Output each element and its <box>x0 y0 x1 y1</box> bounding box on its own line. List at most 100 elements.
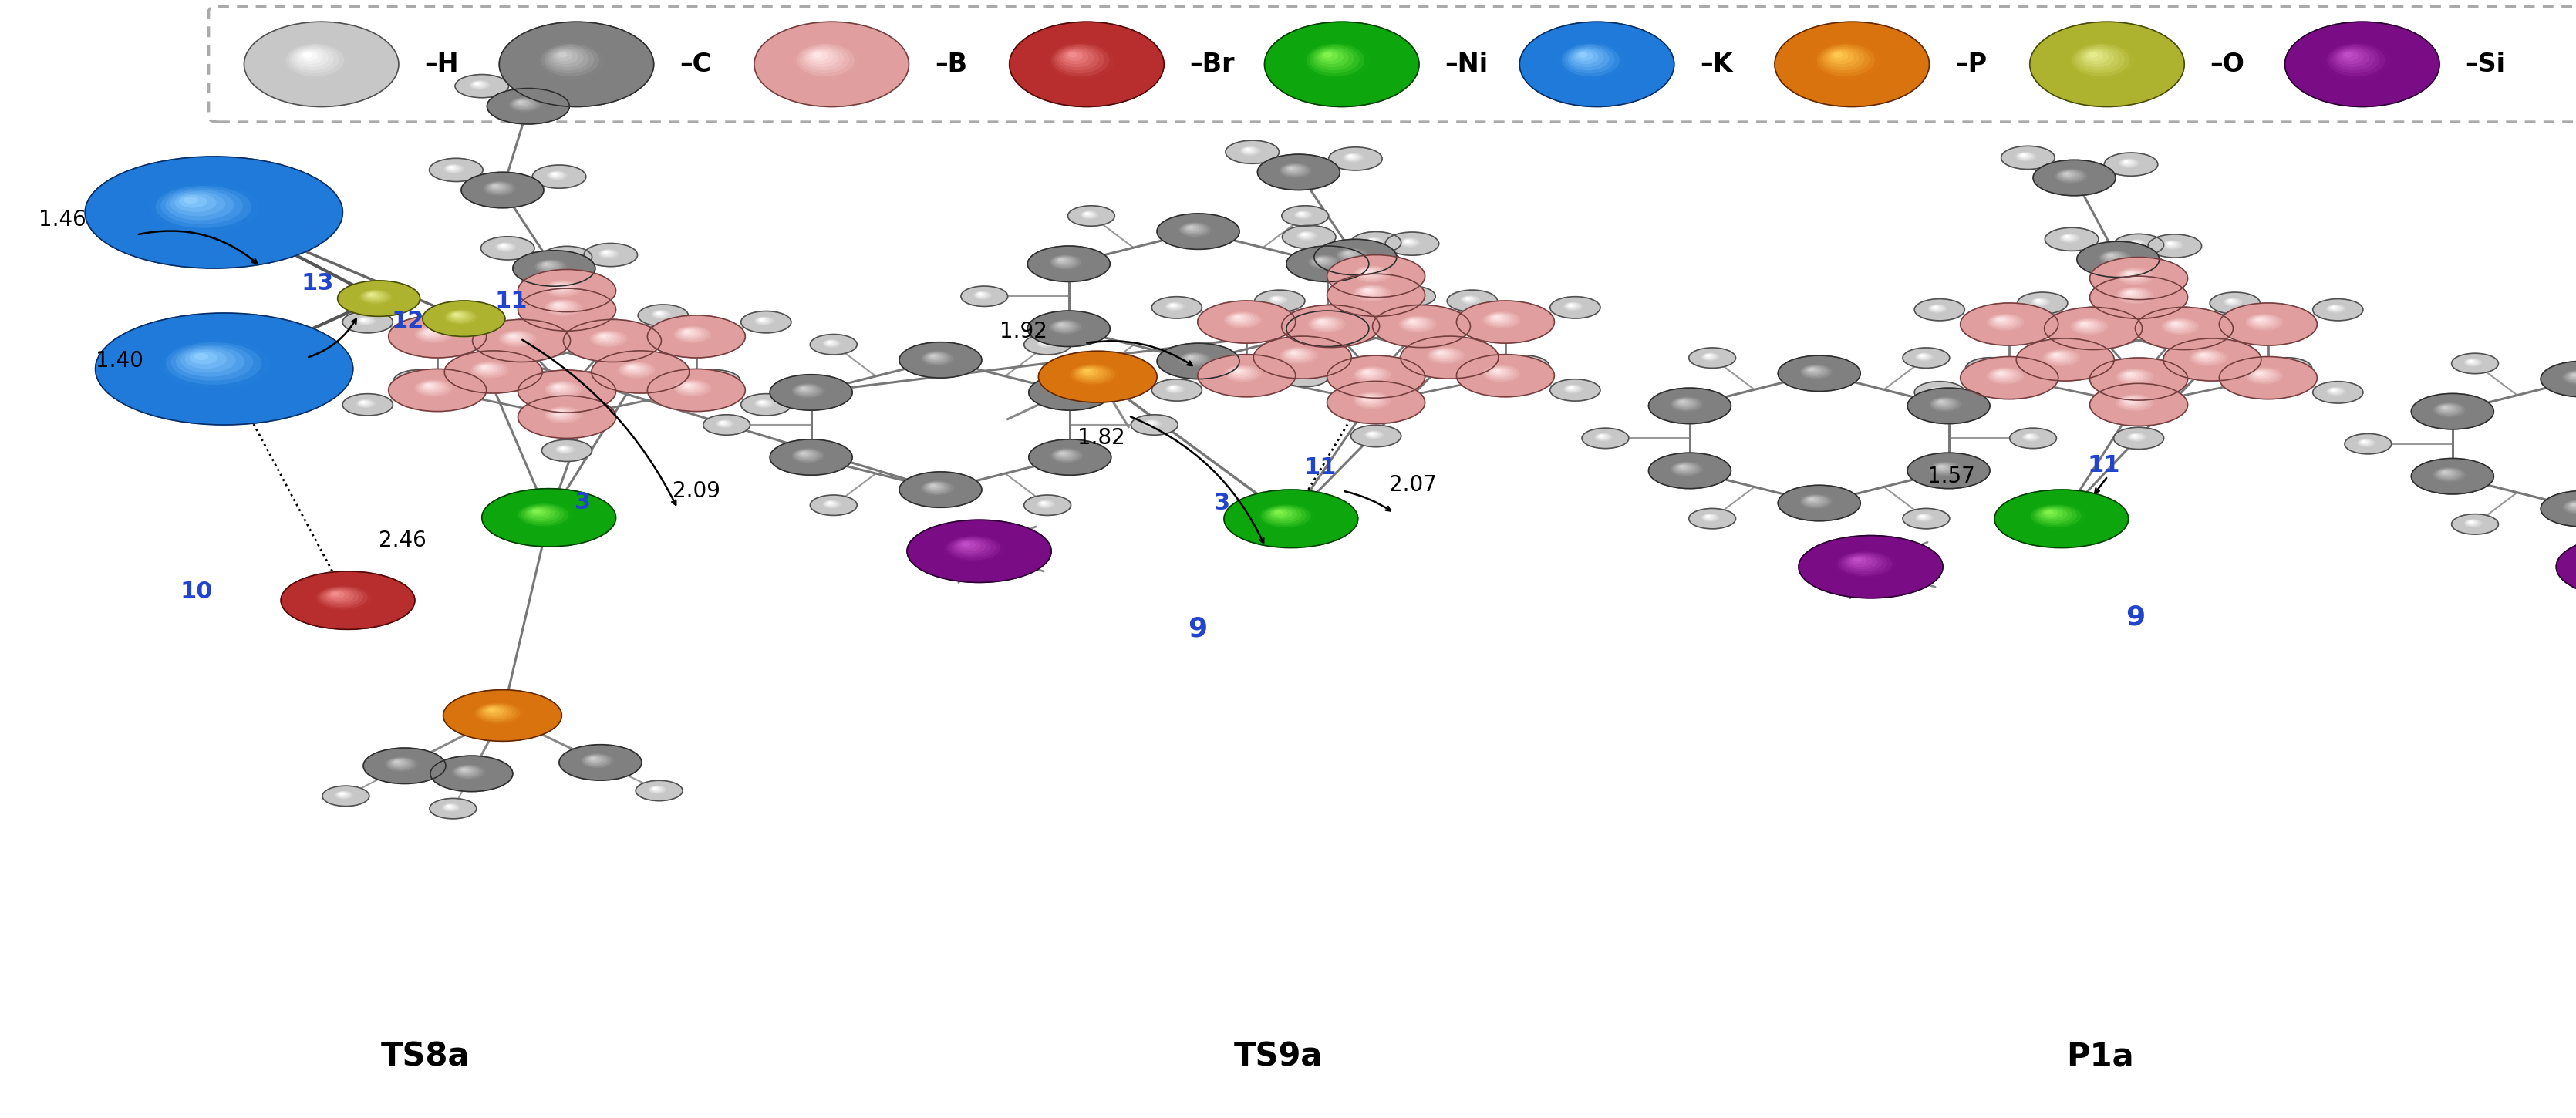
Ellipse shape <box>2102 282 2174 313</box>
Ellipse shape <box>1038 250 1097 277</box>
Ellipse shape <box>2092 385 2184 425</box>
Ellipse shape <box>451 307 489 323</box>
Ellipse shape <box>1352 284 1394 302</box>
Ellipse shape <box>2105 364 2172 394</box>
Ellipse shape <box>1924 303 1950 315</box>
Ellipse shape <box>1494 316 1499 319</box>
Ellipse shape <box>598 249 618 258</box>
Ellipse shape <box>1342 153 1363 162</box>
Ellipse shape <box>1978 363 1999 372</box>
Ellipse shape <box>1249 501 1327 534</box>
Ellipse shape <box>2419 462 2483 490</box>
Ellipse shape <box>544 170 572 182</box>
Ellipse shape <box>533 295 595 322</box>
Ellipse shape <box>1043 380 1095 404</box>
Ellipse shape <box>446 805 453 808</box>
Ellipse shape <box>2460 357 2486 369</box>
Ellipse shape <box>1507 359 1540 373</box>
Ellipse shape <box>1043 381 1092 402</box>
Ellipse shape <box>464 78 497 93</box>
Ellipse shape <box>559 421 567 425</box>
Ellipse shape <box>1932 398 1958 409</box>
Ellipse shape <box>422 383 438 390</box>
Ellipse shape <box>1396 315 1437 333</box>
Ellipse shape <box>1172 350 1221 371</box>
Ellipse shape <box>1783 487 1855 519</box>
Ellipse shape <box>337 792 350 797</box>
Ellipse shape <box>1798 494 1834 509</box>
Ellipse shape <box>1368 407 1373 409</box>
Ellipse shape <box>1790 361 1844 385</box>
Ellipse shape <box>1084 373 1092 377</box>
Ellipse shape <box>2218 296 2249 310</box>
Ellipse shape <box>567 85 600 100</box>
Ellipse shape <box>1404 338 1497 378</box>
Ellipse shape <box>647 309 677 321</box>
Ellipse shape <box>639 781 680 799</box>
Ellipse shape <box>719 420 729 426</box>
Ellipse shape <box>1296 311 1363 340</box>
Ellipse shape <box>330 789 361 802</box>
Ellipse shape <box>459 357 526 386</box>
Ellipse shape <box>1808 499 1814 500</box>
Ellipse shape <box>1028 337 1066 352</box>
Ellipse shape <box>2226 299 2239 304</box>
Ellipse shape <box>2130 435 2136 437</box>
Ellipse shape <box>1994 371 2009 378</box>
Ellipse shape <box>649 786 665 794</box>
Ellipse shape <box>750 315 781 328</box>
Ellipse shape <box>1337 386 1414 419</box>
Ellipse shape <box>489 492 608 543</box>
Ellipse shape <box>2017 340 2110 380</box>
Ellipse shape <box>822 339 842 349</box>
Ellipse shape <box>1569 304 1574 306</box>
Ellipse shape <box>502 498 592 537</box>
Ellipse shape <box>907 345 971 373</box>
Ellipse shape <box>1692 511 1731 527</box>
Ellipse shape <box>587 330 629 348</box>
Ellipse shape <box>183 197 198 203</box>
Ellipse shape <box>1291 209 1316 221</box>
Ellipse shape <box>1291 371 1316 381</box>
Ellipse shape <box>1054 257 1072 265</box>
Ellipse shape <box>461 698 541 732</box>
Ellipse shape <box>1288 312 1365 345</box>
Ellipse shape <box>2022 434 2040 440</box>
Ellipse shape <box>670 325 716 345</box>
Ellipse shape <box>415 326 451 342</box>
Ellipse shape <box>2432 467 2465 482</box>
Ellipse shape <box>1481 311 1522 329</box>
Ellipse shape <box>1551 380 1600 400</box>
Ellipse shape <box>2061 235 2076 241</box>
Ellipse shape <box>2452 514 2496 533</box>
Ellipse shape <box>2300 30 2421 97</box>
Ellipse shape <box>1293 230 1324 244</box>
Ellipse shape <box>2442 472 2447 473</box>
Ellipse shape <box>440 760 502 787</box>
Ellipse shape <box>1327 255 1425 297</box>
Ellipse shape <box>2437 470 2458 479</box>
Ellipse shape <box>1388 286 1435 306</box>
Ellipse shape <box>770 30 891 97</box>
Ellipse shape <box>541 169 574 183</box>
Ellipse shape <box>1651 390 1726 421</box>
Ellipse shape <box>355 318 376 325</box>
Ellipse shape <box>1409 321 1414 323</box>
Ellipse shape <box>1486 313 1512 324</box>
Ellipse shape <box>2460 518 2486 530</box>
Ellipse shape <box>1329 246 1378 267</box>
Ellipse shape <box>1352 233 1399 253</box>
Ellipse shape <box>755 399 775 408</box>
Ellipse shape <box>757 319 765 322</box>
Ellipse shape <box>647 309 677 322</box>
Ellipse shape <box>1381 310 1458 343</box>
Ellipse shape <box>595 248 626 262</box>
Ellipse shape <box>348 285 410 312</box>
Ellipse shape <box>680 382 701 391</box>
Ellipse shape <box>523 35 629 93</box>
Ellipse shape <box>515 503 572 528</box>
Ellipse shape <box>703 415 750 435</box>
Ellipse shape <box>2120 405 2154 419</box>
Ellipse shape <box>2239 312 2290 334</box>
Ellipse shape <box>2115 235 2161 255</box>
